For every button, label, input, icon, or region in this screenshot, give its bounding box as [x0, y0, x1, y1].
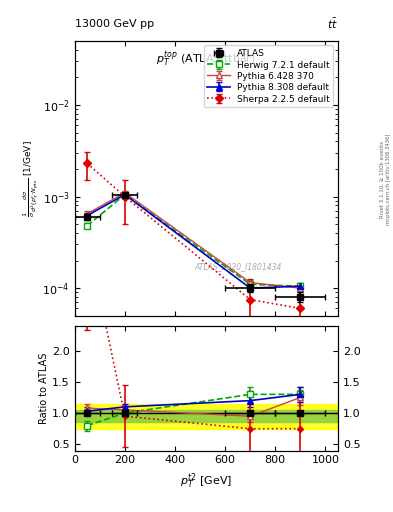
Text: $t\bar{t}$: $t\bar{t}$: [327, 17, 338, 31]
Bar: [75, 410, 338, 422]
Text: 13000 GeV pp: 13000 GeV pp: [75, 19, 154, 29]
Bar: [75, 404, 338, 429]
Legend: ATLAS, Herwig 7.2.1 default, Pythia 6.428 370, Pythia 8.308 default, Sherpa 2.2.: ATLAS, Herwig 7.2.1 default, Pythia 6.42…: [204, 46, 334, 108]
X-axis label: $p_T^{t2}$ [GeV]: $p_T^{t2}$ [GeV]: [180, 471, 233, 490]
Y-axis label: $\frac{1}{\sigma}\frac{d\sigma}{d^2(p_T^{t}\!\cdot\! N_\mathrm{jets}}$ [1/GeV]: $\frac{1}{\sigma}\frac{d\sigma}{d^2(p_T^…: [21, 140, 41, 217]
Y-axis label: Ratio to ATLAS: Ratio to ATLAS: [39, 352, 49, 424]
Text: Rivet 3.1.10, ≥ 100k events: Rivet 3.1.10, ≥ 100k events: [380, 141, 384, 218]
Text: mcplots.cern.ch [arXiv:1306.3436]: mcplots.cern.ch [arXiv:1306.3436]: [386, 134, 391, 225]
Text: $p_T^{top}$ (ATLAS ttbar): $p_T^{top}$ (ATLAS ttbar): [156, 49, 256, 69]
Text: ATLAS_2020_I1801434: ATLAS_2020_I1801434: [194, 262, 282, 271]
